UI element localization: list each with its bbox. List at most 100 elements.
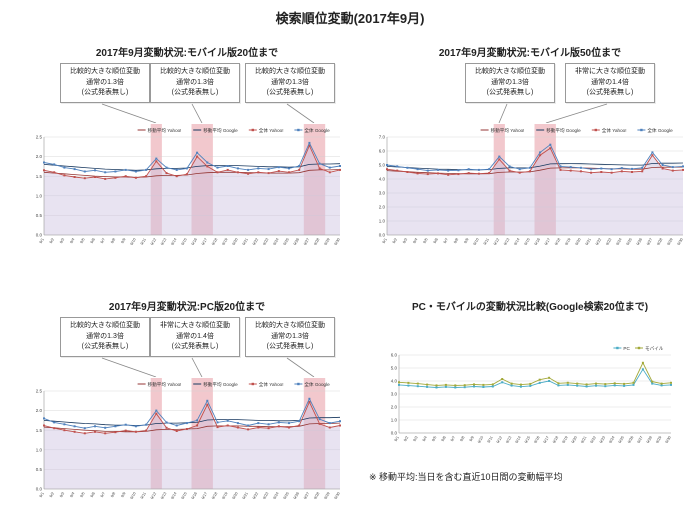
svg-text:9/26: 9/26 [293,492,300,500]
series-line [386,144,684,172]
series-line [43,400,341,434]
svg-text:9/3: 9/3 [402,238,408,245]
svg-text:0.5: 0.5 [36,467,43,472]
svg-text:9/29: 9/29 [324,492,331,500]
svg-text:2.0: 2.0 [36,408,43,413]
svg-text:9/13: 9/13 [503,238,510,246]
svg-text:9/14: 9/14 [170,492,177,500]
svg-text:9/16: 9/16 [533,436,540,444]
svg-text:9/1: 9/1 [394,436,400,443]
svg-text:9/3: 9/3 [59,238,65,245]
svg-text:9/25: 9/25 [626,238,633,246]
svg-text:9/27: 9/27 [303,238,310,246]
svg-text:3.0: 3.0 [391,392,398,397]
svg-text:9/15: 9/15 [181,492,188,500]
svg-text:9/10: 9/10 [473,238,480,246]
svg-text:1.0: 1.0 [379,219,386,224]
svg-text:9/12: 9/12 [150,238,157,246]
svg-text:9/18: 9/18 [552,436,559,444]
svg-text:9/24: 9/24 [273,238,280,246]
svg-text:9/6: 9/6 [441,436,447,443]
svg-text:9/12: 9/12 [493,238,500,246]
svg-text:9/13: 9/13 [160,492,167,500]
svg-text:9/17: 9/17 [201,492,208,500]
svg-text:9/29: 9/29 [667,238,674,246]
svg-text:9/9: 9/9 [120,492,126,499]
svg-text:1.5: 1.5 [36,174,43,179]
svg-text:9/20: 9/20 [232,492,239,500]
series-lines [398,361,672,389]
x-axis-labels: 9/1 9/2 9/3 9/4 9/5 9/6 9/7 9/8 9/9 9/10 9/11 9/12 9… [394,436,672,444]
svg-text:9/30: 9/30 [334,238,341,246]
series-line [43,169,341,178]
svg-text:6.0: 6.0 [379,149,386,154]
svg-text:9/15: 9/15 [524,436,531,444]
svg-text:9/15: 9/15 [181,238,188,246]
svg-text:9/20: 9/20 [571,436,578,444]
svg-text:9/5: 9/5 [80,492,86,499]
series-line [398,368,672,388]
svg-text:4.0: 4.0 [379,177,386,182]
svg-text:9/8: 9/8 [110,238,116,245]
svg-text:9/17: 9/17 [544,238,551,246]
svg-text:9/11: 9/11 [140,492,147,500]
svg-text:9/16: 9/16 [534,238,541,246]
svg-text:移動平均 Yahoo!: 移動平均 Yahoo! [148,127,182,134]
svg-text:9/18: 9/18 [211,238,218,246]
series-line [386,147,684,176]
annotation-box: 比較的大きな順位変動 通常の1.3倍 (公式発表無し) [245,63,335,103]
svg-text:9/20: 9/20 [232,238,239,246]
svg-text:9/4: 9/4 [412,238,418,245]
svg-text:9/6: 9/6 [433,238,439,245]
svg-text:9/24: 9/24 [608,436,615,444]
chart-legend: 移動平均 Yahoo! 移動平均 Google 全体 Yahoo! 全体 Google [137,381,330,388]
svg-text:9/7: 9/7 [450,436,456,443]
chart-legend: PC モバイル [613,346,664,351]
axes [43,391,340,490]
svg-text:9/4: 9/4 [69,238,75,245]
svg-text:2.0: 2.0 [36,154,43,159]
svg-text:9/12: 9/12 [150,492,157,500]
svg-text:PC: PC [623,346,630,351]
line-chart-mobile50: 0.0 1.0 2.0 3.0 4.0 5.0 6.0 7.0 9/1 9/2 9/3 9/4 9/5 9… [379,124,684,246]
svg-text:9/18: 9/18 [211,492,218,500]
annotation-box: 比較的大きな順位変動 通常の1.3倍 (公式発表無し) [60,63,150,103]
svg-text:5.0: 5.0 [391,366,398,371]
svg-text:9/2: 9/2 [392,238,398,245]
series-line [386,166,684,175]
svg-text:9/23: 9/23 [605,238,612,246]
series-line [398,361,672,386]
svg-text:1.5: 1.5 [36,428,43,433]
series-line [43,422,341,433]
annotation-connectors [498,103,608,123]
series-line [43,163,341,171]
area-fill [387,148,683,235]
svg-text:0.0: 0.0 [36,487,43,492]
series-line [43,141,341,173]
axes [43,137,340,236]
svg-text:9/18: 9/18 [554,238,561,246]
svg-text:9/1: 9/1 [382,238,388,245]
axes [386,137,683,236]
series-line [43,397,341,429]
svg-text:9/10: 9/10 [130,238,137,246]
svg-text:5.0: 5.0 [379,163,386,168]
svg-text:9/11: 9/11 [487,436,494,444]
annotation-area: 比較的大きな順位変動 通常の1.3倍 (公式発表無し) 非常に大きな順位変動 通… [365,63,695,123]
svg-text:9/1: 9/1 [39,238,45,245]
svg-text:9/14: 9/14 [515,436,522,444]
area-fill [44,402,340,489]
svg-text:9/25: 9/25 [283,492,290,500]
x-axis-labels: 9/1 9/2 9/3 9/4 9/5 9/6 9/7 9/8 9/9 9/10 9/11 9/12 9… [382,238,684,246]
svg-text:9/20: 9/20 [575,238,582,246]
svg-text:2.0: 2.0 [379,205,386,210]
svg-text:9/8: 9/8 [110,492,116,499]
svg-text:9/12: 9/12 [496,436,503,444]
series-line [43,416,341,426]
x-axis-labels: 9/1 9/2 9/3 9/4 9/5 9/6 9/7 9/8 9/9 9/10 9/11 9/12 9… [39,238,341,246]
svg-text:9/26: 9/26 [636,238,643,246]
svg-text:9/5: 9/5 [431,436,437,443]
chart-panel-comparison: PC・モバイルの変動状況比較(Google検索20位まで) 0.0 1.0 2.0 3… [365,298,695,483]
svg-text:全体 Google: 全体 Google [647,127,673,134]
